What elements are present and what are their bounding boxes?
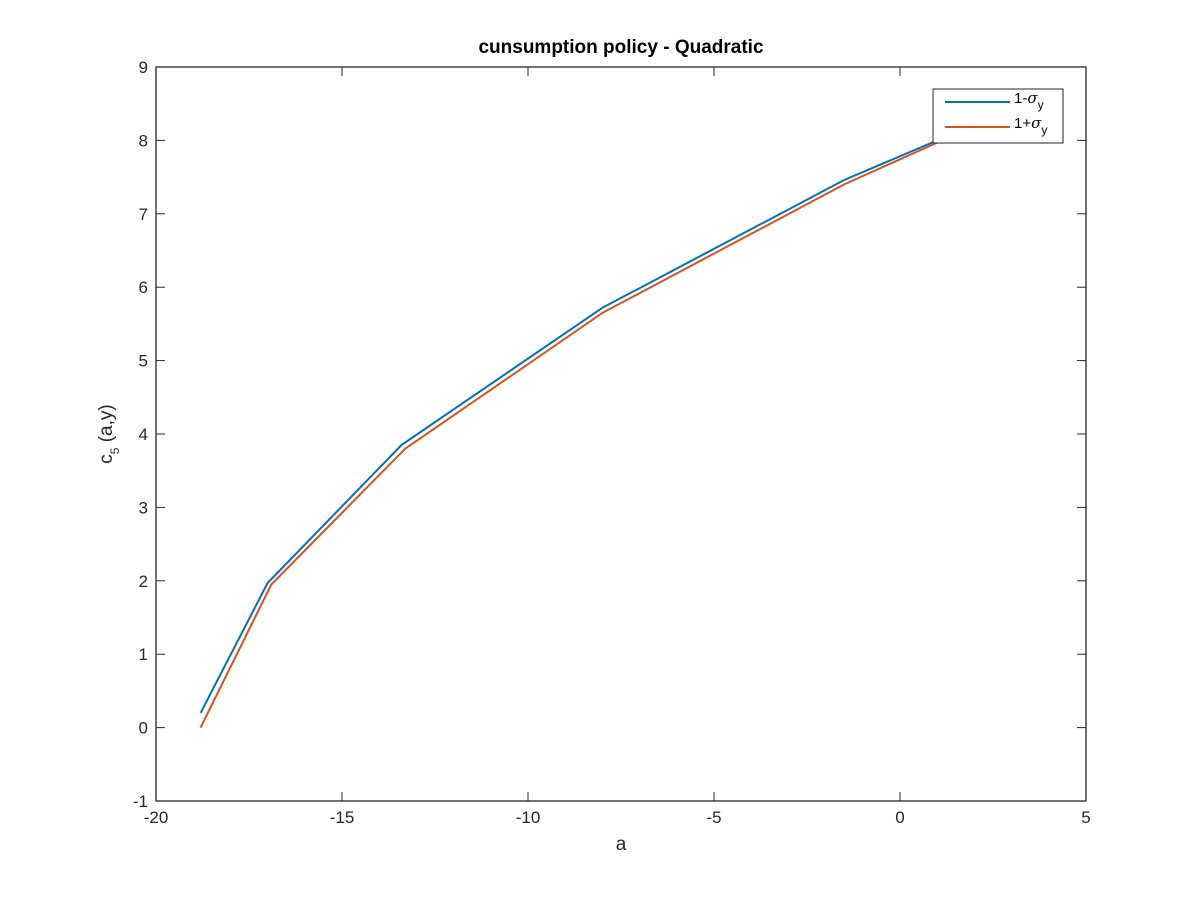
series-line-2 bbox=[199, 141, 938, 729]
chart-title: cunsumption policy - Quadratic bbox=[478, 37, 763, 58]
y-tick-label: 0 bbox=[139, 719, 148, 738]
y-tick-label: 6 bbox=[139, 278, 148, 297]
y-tick-label: 7 bbox=[139, 205, 148, 224]
legend-entry-1: 1-σy bbox=[1014, 89, 1044, 112]
series-lines bbox=[199, 139, 938, 729]
x-tick-label: 5 bbox=[1081, 808, 1090, 827]
x-axis: -20 -15 -10 -5 0 5 bbox=[144, 67, 1091, 827]
legend: 1-σy 1+σy bbox=[932, 88, 1064, 144]
y-axis: -1 0 1 2 3 4 5 6 7 8 9 bbox=[133, 58, 1086, 811]
x-tick-label: -20 bbox=[144, 808, 169, 827]
series-line-1 bbox=[199, 139, 938, 714]
y-tick-label: 2 bbox=[139, 572, 148, 591]
y-tick-label: -1 bbox=[133, 792, 148, 811]
y-axis-label: c5 (a,y) bbox=[96, 404, 122, 463]
y-tick-label: 5 bbox=[139, 352, 148, 371]
x-tick-label: -15 bbox=[330, 808, 355, 827]
legend-entry-2: 1+σy bbox=[1014, 114, 1047, 137]
x-tick-label: 0 bbox=[895, 808, 904, 827]
plot-area bbox=[155, 66, 1087, 802]
x-tick-label: -5 bbox=[706, 808, 721, 827]
x-tick-label: -10 bbox=[516, 808, 541, 827]
y-tick-label: 8 bbox=[139, 131, 148, 150]
x-axis-label: a bbox=[616, 834, 627, 855]
legend-box bbox=[932, 88, 1064, 144]
y-tick-label: 1 bbox=[139, 645, 148, 664]
y-tick-label: 4 bbox=[139, 425, 148, 444]
y-tick-label: 9 bbox=[139, 58, 148, 77]
y-tick-label: 3 bbox=[139, 498, 148, 517]
